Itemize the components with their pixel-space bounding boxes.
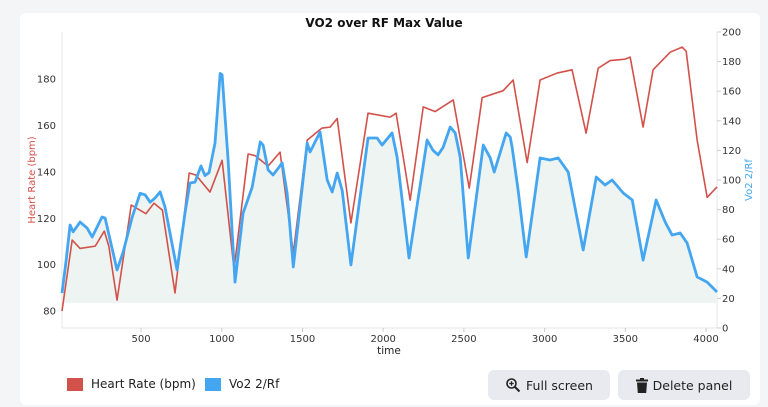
- y-left-tick-label: 160: [37, 121, 56, 132]
- y-right-tick-label: 40: [722, 264, 735, 275]
- y-right-tick-label: 80: [722, 205, 735, 216]
- y-right-tick-label: 100: [722, 176, 741, 187]
- y-left-tick-label: 140: [37, 167, 56, 178]
- chart: VO2 over RF Max Value time Heart Rate (b…: [27, 16, 755, 357]
- heart-rate-swatch: [67, 377, 83, 391]
- delete-panel-button[interactable]: Delete panel: [618, 370, 750, 400]
- x-tick-label: 2000: [370, 334, 395, 345]
- y-right-tick-label: 20: [722, 294, 735, 305]
- y-left-tick-label: 180: [37, 75, 56, 86]
- x-tick-label: 1500: [290, 334, 315, 345]
- y-right-tick-label: 200: [722, 28, 741, 39]
- full-screen-button[interactable]: Full screen: [488, 370, 610, 400]
- y-right-tick-label: 180: [722, 57, 741, 68]
- vo2-swatch: [205, 377, 221, 391]
- y-left-axis-label: Heart Rate (bpm): [27, 136, 38, 223]
- zoom-in-icon: [506, 378, 521, 393]
- y-left-tick-label: 80: [43, 307, 56, 318]
- legend-item-heart-rate[interactable]: Heart Rate (bpm): [67, 377, 196, 391]
- y-left-tick-label: 120: [37, 214, 56, 225]
- full-screen-label: Full screen: [526, 377, 593, 393]
- delete-panel-label: Delete panel: [652, 377, 733, 393]
- y-right-tick-label: 140: [722, 116, 741, 127]
- y-right-tick-label: 160: [722, 87, 741, 98]
- legend-label: Vo2 2/Rf: [229, 377, 280, 391]
- x-tick-label: 1000: [209, 334, 234, 345]
- x-tick-label: 3500: [613, 334, 638, 345]
- heart-rate-line: [61, 46, 718, 312]
- x-tick-label: 4000: [693, 334, 718, 345]
- x-axis-label: time: [377, 345, 401, 357]
- vo2-line: [60, 72, 718, 294]
- legend-item-vo2[interactable]: Vo2 2/Rf: [205, 377, 279, 391]
- legend-label: Heart Rate (bpm): [91, 377, 196, 391]
- trash-icon: [635, 377, 648, 393]
- y-right-tick-label: 0: [722, 324, 728, 335]
- y-left-tick-label: 100: [37, 260, 56, 271]
- chart-title: VO2 over RF Max Value: [305, 16, 462, 30]
- x-tick-label: 3000: [532, 334, 557, 345]
- y-right-axis-label: Vo2 2/Rf: [744, 159, 755, 201]
- x-tick-label: 500: [132, 334, 151, 345]
- y-right-tick-label: 120: [722, 146, 741, 157]
- y-right-tick-label: 60: [722, 235, 735, 246]
- x-tick-label: 2500: [451, 334, 476, 345]
